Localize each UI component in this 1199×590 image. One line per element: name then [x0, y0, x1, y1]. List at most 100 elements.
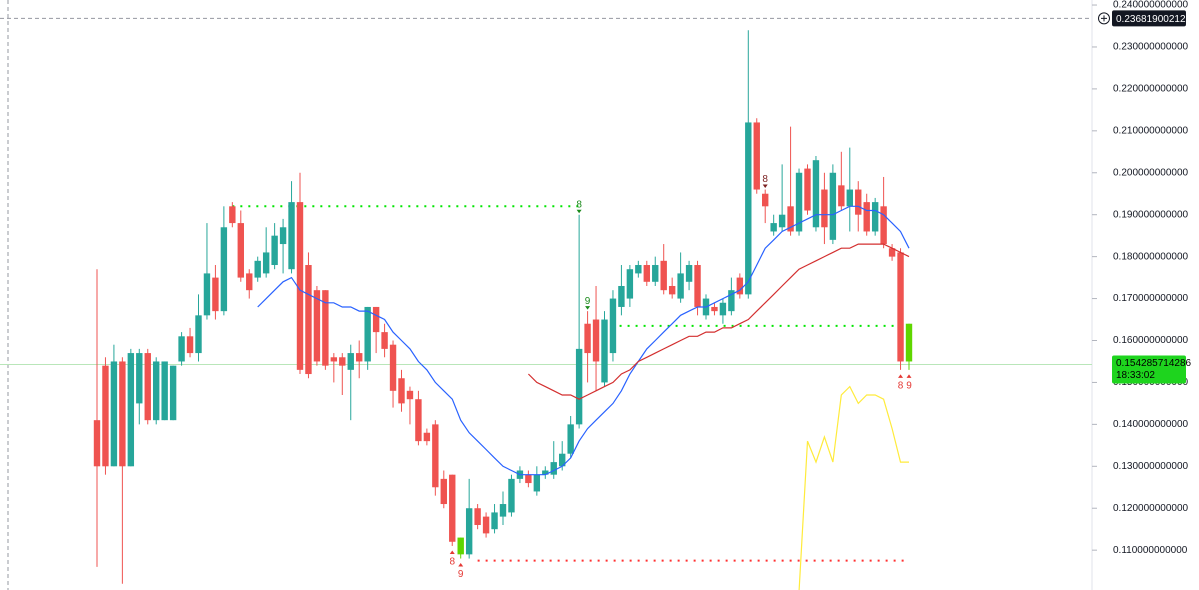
y-tick-label: 0.110000000000	[1113, 545, 1188, 556]
y-tick-label: 0.140000000000	[1113, 419, 1189, 430]
candle-body	[432, 424, 439, 488]
candle-body	[660, 260, 667, 291]
candle-body	[804, 168, 811, 211]
candle-body	[736, 277, 744, 295]
y-tick-label: 0.190000000000	[1113, 209, 1189, 220]
signal-arrow	[898, 374, 904, 378]
candle-body	[279, 227, 287, 245]
candle-body	[254, 260, 261, 278]
candle-body	[575, 348, 583, 425]
candle-body	[542, 470, 549, 475]
candle-body	[821, 189, 828, 228]
candle-body	[508, 478, 515, 513]
y-tick-label: 0.130000000000	[1113, 461, 1189, 472]
candle-body	[812, 160, 820, 228]
candle-body	[457, 537, 464, 555]
signal-arrow	[576, 209, 582, 214]
candle-body	[212, 277, 219, 312]
candle-body	[322, 290, 329, 366]
candle-body	[381, 332, 388, 349]
candle-body	[153, 361, 160, 421]
candle-body	[339, 357, 346, 366]
candle-body	[93, 420, 101, 467]
candle-body	[102, 365, 109, 467]
candle-body	[449, 474, 456, 542]
last-price-box	[1112, 355, 1186, 384]
signal-arrow	[449, 550, 455, 554]
candle-body	[711, 306, 718, 312]
candle-body	[237, 223, 244, 278]
candle-body	[347, 353, 354, 370]
candle-body	[855, 189, 862, 215]
candle-body	[677, 273, 684, 299]
candle-body	[559, 453, 566, 467]
candle-body	[499, 504, 507, 517]
candle-body	[119, 361, 126, 467]
candle-body	[195, 315, 202, 354]
candle-body	[795, 172, 803, 232]
candle-body	[271, 235, 278, 266]
candle-body	[635, 265, 642, 274]
candle-body	[838, 185, 845, 207]
candle-body	[482, 516, 490, 534]
candle-body	[745, 122, 752, 295]
candle-body	[203, 273, 211, 316]
candle-body	[694, 265, 701, 307]
candle-body	[220, 227, 228, 312]
candle-body	[229, 206, 236, 224]
candle-body	[474, 508, 481, 526]
candle-body	[389, 344, 397, 391]
signal-arrow	[762, 184, 768, 189]
candle-body	[533, 474, 541, 492]
candle-body	[753, 122, 760, 190]
candle-body	[288, 202, 295, 270]
signal-label: 8	[762, 174, 768, 185]
candle-body	[178, 336, 185, 362]
candle-body	[778, 214, 786, 228]
y-tick-label: 0.160000000000	[1113, 335, 1189, 346]
candle-body	[525, 474, 532, 484]
candle-body	[846, 189, 853, 207]
candle-body	[652, 265, 659, 282]
candle-body	[186, 336, 194, 354]
candle-body	[136, 353, 143, 404]
candle-body	[685, 265, 693, 282]
signal-arrow	[906, 374, 912, 378]
candle-body	[567, 424, 574, 454]
candle-body	[871, 202, 879, 232]
signal-arrow	[585, 306, 591, 310]
candle-body	[626, 269, 634, 299]
candle-body	[246, 273, 253, 291]
candle-body	[465, 508, 473, 555]
candle-body	[618, 285, 625, 307]
signal-arrow	[458, 563, 464, 567]
add-icon-plus	[1101, 15, 1107, 22]
y-tick-label: 0.230000000000	[1113, 42, 1189, 53]
candle-body	[829, 172, 837, 240]
candle-body	[643, 265, 650, 282]
candle-body	[423, 432, 431, 442]
y-tick-label: 0.220000000000	[1113, 84, 1189, 95]
last-price-label: 0.154285714286	[1116, 358, 1192, 369]
crosshair-label: 0.236819002121	[1116, 14, 1192, 25]
candle-body	[762, 193, 769, 207]
candle-body	[728, 290, 735, 312]
candle-body	[897, 252, 904, 362]
candle-body	[905, 323, 913, 362]
candle-body	[787, 206, 794, 232]
y-tick-label: 0.200000000000	[1113, 167, 1189, 178]
candle-body	[169, 365, 177, 421]
y-tick-label: 0.120000000000	[1113, 503, 1189, 514]
candle-body	[601, 319, 608, 383]
candle-body	[668, 285, 676, 295]
candle-body	[592, 319, 600, 362]
candle-body	[406, 390, 414, 400]
candle-body	[296, 202, 304, 370]
candle-body	[609, 298, 617, 354]
indicator-line	[527, 243, 910, 400]
y-tick-label: 0.210000000000	[1113, 125, 1189, 136]
candle-body	[584, 323, 591, 354]
candle-body	[262, 252, 270, 274]
signal-label: 9	[906, 380, 912, 391]
